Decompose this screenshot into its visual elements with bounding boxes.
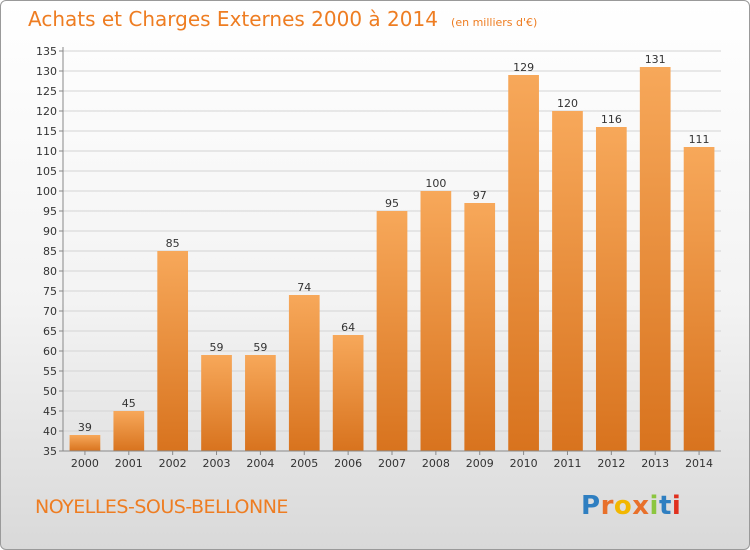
bar-value-label: 64 bbox=[341, 321, 355, 334]
y-tick-label: 60 bbox=[43, 345, 57, 358]
y-tick-label: 75 bbox=[43, 285, 57, 298]
chart-unit: (en milliers d'€) bbox=[451, 16, 538, 29]
chart-title: Achats et Charges Externes 2000 à 2014 bbox=[28, 7, 438, 31]
y-tick-label: 110 bbox=[36, 145, 57, 158]
y-tick-label: 40 bbox=[43, 425, 57, 438]
x-tick-label: 2010 bbox=[510, 457, 538, 470]
bar-value-label: 131 bbox=[645, 53, 666, 66]
bar bbox=[69, 435, 101, 451]
proxiti-logo: Proxiti bbox=[581, 491, 681, 521]
y-tick-label: 35 bbox=[43, 445, 57, 458]
x-axis: 2000 2001 2002 2003 2004 2005 2006 2007 2008 2009… bbox=[63, 450, 721, 470]
y-tick-label: 95 bbox=[43, 205, 57, 218]
bar bbox=[245, 355, 276, 451]
bar-value-label: 97 bbox=[473, 189, 487, 202]
bar-value-label: 74 bbox=[297, 281, 311, 294]
logo-letter: i bbox=[671, 491, 682, 521]
bar-value-label: 39 bbox=[78, 421, 92, 434]
y-tick-label: 65 bbox=[43, 325, 57, 338]
x-tick-label: 2008 bbox=[422, 457, 450, 470]
bar-value-label: 111 bbox=[689, 133, 710, 146]
y-tick-label: 135 bbox=[36, 45, 57, 58]
x-tick-label: 2011 bbox=[553, 457, 581, 470]
x-tick-label: 2007 bbox=[378, 457, 406, 470]
y-tick-label: 55 bbox=[43, 365, 57, 378]
bar bbox=[683, 147, 715, 451]
y-tick-label: 80 bbox=[43, 265, 57, 278]
bar bbox=[332, 335, 364, 451]
y-tick-label: 130 bbox=[36, 65, 57, 78]
logo-letter: r bbox=[600, 491, 614, 521]
bar-value-label: 116 bbox=[601, 113, 622, 126]
bar bbox=[376, 211, 408, 451]
y-axis: 35 40 45 50 55 60 65 70 75 80 85 90 95 100 105 110 115 12… bbox=[36, 45, 64, 458]
x-tick-label: 2012 bbox=[597, 457, 625, 470]
bar bbox=[595, 127, 627, 451]
data-labels: 39 45 85 59 59 74 64 95 100 97 129 120 116 131 111 bbox=[78, 53, 710, 434]
logo-letter: i bbox=[649, 491, 659, 521]
y-tick-label: 50 bbox=[43, 385, 57, 398]
bar bbox=[157, 251, 189, 451]
logo-letter: P bbox=[581, 491, 601, 521]
bar-value-label: 120 bbox=[557, 97, 578, 110]
bar-value-label: 85 bbox=[166, 237, 180, 250]
x-tick-label: 2004 bbox=[246, 457, 274, 470]
bar bbox=[288, 295, 320, 451]
x-tick-label: 2003 bbox=[203, 457, 231, 470]
bar bbox=[201, 355, 232, 451]
bar bbox=[113, 411, 145, 451]
x-tick-label: 2002 bbox=[159, 457, 187, 470]
x-tick-label: 2013 bbox=[641, 457, 669, 470]
bar-value-label: 45 bbox=[122, 397, 136, 410]
bar-value-label: 95 bbox=[385, 197, 399, 210]
bar bbox=[639, 67, 671, 451]
x-tick-label: 2005 bbox=[290, 457, 318, 470]
y-tick-label: 100 bbox=[36, 185, 57, 198]
commune-name: NOYELLES-SOUS-BELLONNE bbox=[35, 496, 288, 518]
x-tick-label: 2009 bbox=[466, 457, 494, 470]
y-tick-label: 90 bbox=[43, 225, 57, 238]
bar-value-label: 59 bbox=[210, 341, 224, 354]
bars bbox=[69, 67, 715, 451]
logo-letter: t bbox=[658, 491, 672, 521]
y-tick-label: 105 bbox=[36, 165, 57, 178]
bar-value-label: 59 bbox=[253, 341, 267, 354]
bar-value-label: 129 bbox=[513, 61, 534, 74]
bar bbox=[552, 111, 583, 451]
bar bbox=[464, 203, 496, 451]
y-tick-label: 70 bbox=[43, 305, 57, 318]
bar-value-label: 100 bbox=[425, 177, 446, 190]
logo-letter: x bbox=[632, 491, 650, 521]
y-tick-label: 85 bbox=[43, 245, 57, 258]
x-tick-label: 2001 bbox=[115, 457, 143, 470]
x-tick-label: 2000 bbox=[71, 457, 99, 470]
y-tick-label: 45 bbox=[43, 405, 57, 418]
y-tick-label: 115 bbox=[36, 125, 57, 138]
y-tick-label: 125 bbox=[36, 85, 57, 98]
x-tick-label: 2014 bbox=[685, 457, 713, 470]
logo-letter: o bbox=[613, 491, 633, 521]
y-tick-label: 120 bbox=[36, 105, 57, 118]
bar bbox=[508, 75, 539, 451]
title-line: Achats et Charges Externes 2000 à 2014 (… bbox=[28, 7, 537, 31]
x-tick-label: 2006 bbox=[334, 457, 362, 470]
bar bbox=[420, 191, 452, 451]
